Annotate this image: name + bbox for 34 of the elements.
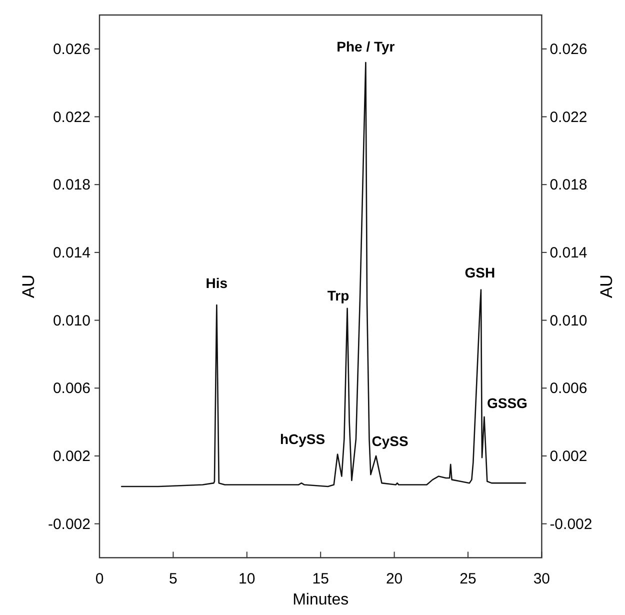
x-tick-label: 15 — [312, 570, 329, 588]
line-series — [120, 62, 526, 488]
x-tick-label: 25 — [460, 570, 476, 588]
x-tick-label: 30 — [533, 570, 550, 588]
y-tick-label: 0.014 — [52, 244, 90, 262]
y-tick-label: 0.010 — [52, 312, 90, 330]
y2-tick-label: -0.002 — [550, 516, 592, 533]
x-tick-label: 20 — [386, 570, 403, 588]
x-tick-label: 5 — [169, 570, 178, 588]
annotation: GSSG — [486, 394, 528, 411]
annotation: hCySS — [280, 431, 326, 448]
y2-tick-label: 0.010 — [550, 312, 588, 330]
annotation: His — [206, 275, 228, 292]
x-tick-label: 0 — [95, 570, 104, 588]
y-axis-title: AU — [19, 274, 38, 298]
y2-tick-label: 0.018 — [550, 176, 588, 194]
annotation: GSH — [464, 264, 496, 281]
x-tick-label: 10 — [238, 570, 256, 588]
y2-tick-label: 0.006 — [550, 380, 588, 398]
y-tick-label: 0.022 — [52, 108, 90, 126]
y-tick-label: 0.018 — [52, 176, 90, 194]
y-tick-label: 0.026 — [52, 40, 90, 58]
y-tick-label: 0.006 — [52, 380, 90, 398]
y2-tick-label: 0.014 — [550, 244, 588, 262]
x-axis-title: Minutes — [292, 592, 349, 609]
annotation: CySS — [372, 432, 408, 449]
y-tick-label: -0.002 — [48, 516, 90, 533]
y2-tick-label: 0.002 — [550, 448, 588, 465]
y2-tick-label: 0.022 — [550, 108, 588, 126]
annotation: Trp — [327, 287, 350, 304]
annotation: Phe / Tyr — [336, 38, 396, 54]
y2-tick-label: 0.026 — [550, 40, 588, 58]
y2-axis-title: AU — [597, 274, 616, 298]
y-tick-label: 0.002 — [52, 448, 90, 465]
